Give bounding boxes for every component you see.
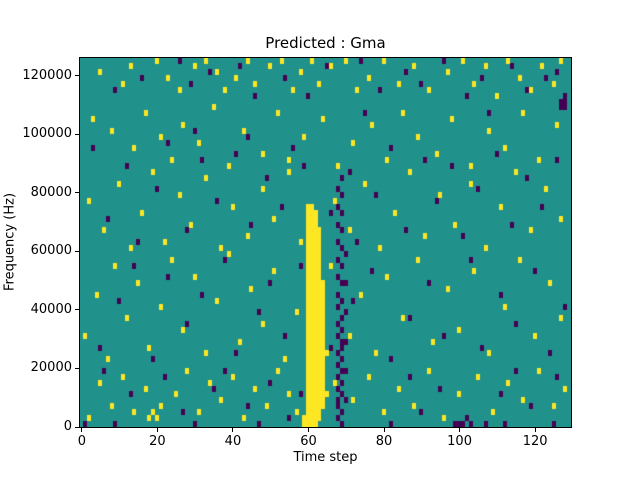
x-axis-label: Time step (293, 450, 358, 465)
y-axis-label: Frequency (Hz) (2, 192, 18, 292)
x-tick-label: 0 (77, 434, 87, 449)
x-tick-label: 20 (149, 434, 166, 449)
plot-area (79, 57, 572, 428)
y-tick-label: 20000 (30, 360, 72, 376)
x-tick-label: 120 (522, 434, 548, 449)
y-tick (75, 75, 79, 77)
x-tick (534, 428, 536, 432)
y-tick-label: 40000 (30, 301, 72, 317)
x-tick (232, 428, 234, 432)
y-tick (75, 133, 79, 135)
y-tick (75, 192, 79, 194)
y-tick-label: 60000 (30, 243, 72, 259)
y-tick-label: 120000 (22, 67, 72, 83)
y-tick (75, 250, 79, 252)
x-tick (308, 428, 309, 432)
x-tick-label: 40 (224, 434, 242, 449)
y-tick (75, 367, 79, 369)
heatmap-canvas (80, 58, 571, 427)
x-tick (383, 428, 385, 432)
x-tick-label: 80 (375, 434, 393, 449)
x-tick (459, 428, 461, 432)
y-tick (75, 426, 79, 428)
y-tick (75, 309, 79, 311)
chart-title: Predicted : Gma (265, 34, 386, 52)
x-tick-label: 100 (447, 434, 472, 449)
y-tick-label: 80000 (30, 184, 72, 200)
y-tick-label: 100000 (22, 126, 72, 142)
x-tick (156, 428, 158, 432)
x-tick (81, 428, 83, 432)
y-tick-label: 0 (63, 419, 72, 434)
x-tick-label: 60 (300, 434, 317, 449)
